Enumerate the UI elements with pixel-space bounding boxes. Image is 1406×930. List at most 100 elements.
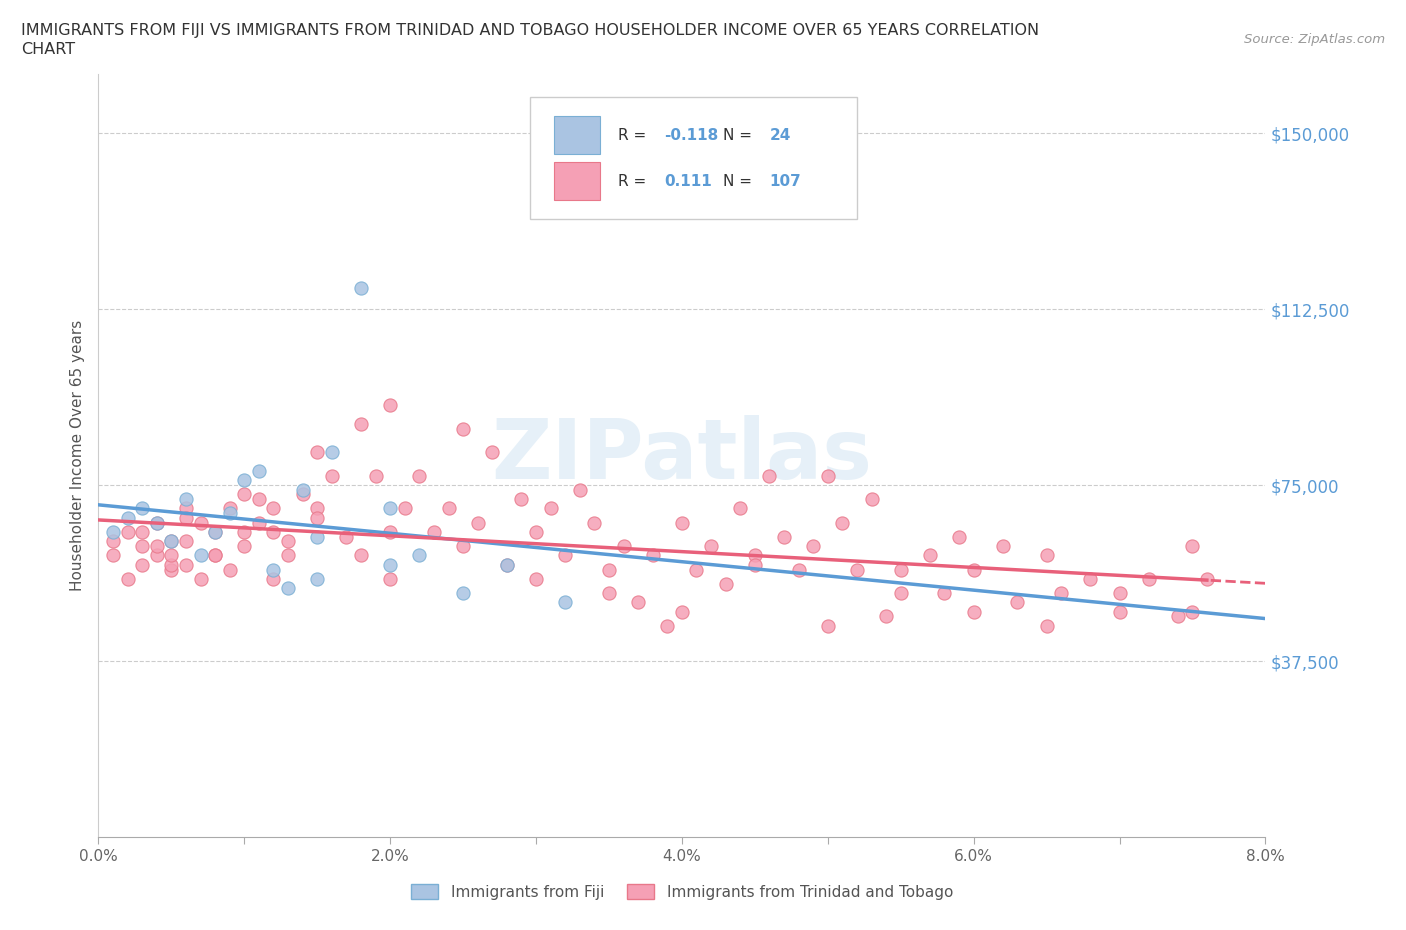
- Point: [335, 529, 357, 544]
- Text: -0.118: -0.118: [665, 128, 718, 143]
- Point: [467, 515, 489, 530]
- Point: [744, 548, 766, 563]
- Point: [131, 525, 153, 539]
- Text: N =: N =: [723, 174, 756, 189]
- Point: [218, 562, 240, 577]
- Point: [101, 525, 124, 539]
- Point: [146, 515, 169, 530]
- Point: [364, 468, 387, 483]
- Point: [1108, 604, 1130, 619]
- Text: CHART: CHART: [21, 42, 75, 57]
- Point: [496, 557, 519, 572]
- Point: [394, 501, 416, 516]
- Point: [598, 562, 620, 577]
- Point: [350, 417, 373, 432]
- Point: [247, 492, 270, 507]
- Point: [408, 548, 430, 563]
- Point: [423, 525, 446, 539]
- Point: [380, 525, 402, 539]
- Point: [831, 515, 853, 530]
- Point: [233, 538, 256, 553]
- Point: [117, 571, 139, 586]
- Point: [174, 534, 197, 549]
- Point: [233, 487, 256, 502]
- Point: [437, 501, 460, 516]
- Point: [801, 538, 824, 553]
- Point: [160, 548, 183, 563]
- Point: [146, 548, 169, 563]
- Point: [451, 586, 474, 601]
- Point: [204, 548, 226, 563]
- FancyBboxPatch shape: [554, 116, 600, 154]
- Point: [146, 538, 169, 553]
- Point: [174, 557, 197, 572]
- Point: [540, 501, 562, 516]
- Point: [657, 618, 679, 633]
- Text: 24: 24: [769, 128, 790, 143]
- Point: [700, 538, 723, 553]
- Point: [451, 421, 474, 436]
- Point: [1007, 595, 1029, 610]
- Point: [1035, 548, 1057, 563]
- Point: [218, 506, 240, 521]
- Point: [934, 586, 956, 601]
- Point: [685, 562, 707, 577]
- Point: [918, 548, 941, 563]
- Point: [1080, 571, 1102, 586]
- Point: [510, 492, 533, 507]
- Point: [817, 468, 839, 483]
- Point: [1197, 571, 1219, 586]
- Point: [1035, 618, 1057, 633]
- Text: N =: N =: [723, 128, 756, 143]
- Point: [262, 571, 284, 586]
- Point: [204, 525, 226, 539]
- Point: [190, 515, 212, 530]
- Point: [174, 492, 197, 507]
- Point: [160, 534, 183, 549]
- Point: [627, 595, 650, 610]
- Point: [1050, 586, 1073, 601]
- Point: [160, 534, 183, 549]
- Point: [101, 534, 124, 549]
- Point: [117, 525, 139, 539]
- Point: [160, 562, 183, 577]
- Point: [233, 472, 256, 487]
- Point: [671, 604, 693, 619]
- Point: [307, 501, 329, 516]
- Point: [860, 492, 883, 507]
- Point: [247, 463, 270, 478]
- Text: 107: 107: [769, 174, 801, 189]
- Point: [101, 548, 124, 563]
- Point: [146, 515, 169, 530]
- Point: [730, 501, 752, 516]
- Point: [1181, 538, 1204, 553]
- Point: [380, 501, 402, 516]
- Point: [583, 515, 606, 530]
- Point: [204, 548, 226, 563]
- Text: IMMIGRANTS FROM FIJI VS IMMIGRANTS FROM TRINIDAD AND TOBAGO HOUSEHOLDER INCOME O: IMMIGRANTS FROM FIJI VS IMMIGRANTS FROM …: [21, 23, 1039, 38]
- Point: [845, 562, 868, 577]
- Legend: Immigrants from Fiji, Immigrants from Trinidad and Tobago: Immigrants from Fiji, Immigrants from Tr…: [405, 877, 959, 906]
- Point: [380, 557, 402, 572]
- Point: [554, 548, 576, 563]
- Point: [204, 525, 226, 539]
- Point: [321, 445, 343, 459]
- Point: [174, 501, 197, 516]
- Point: [291, 487, 314, 502]
- Point: [787, 562, 810, 577]
- Point: [307, 511, 329, 525]
- Point: [291, 483, 314, 498]
- Point: [131, 501, 153, 516]
- FancyBboxPatch shape: [554, 162, 600, 200]
- Point: [991, 538, 1014, 553]
- Point: [1167, 609, 1189, 624]
- Text: 0.111: 0.111: [665, 174, 713, 189]
- Point: [1108, 586, 1130, 601]
- Point: [1181, 604, 1204, 619]
- Point: [380, 571, 402, 586]
- Point: [451, 538, 474, 553]
- Point: [773, 529, 796, 544]
- Point: [962, 562, 984, 577]
- Point: [641, 548, 664, 563]
- Point: [277, 548, 299, 563]
